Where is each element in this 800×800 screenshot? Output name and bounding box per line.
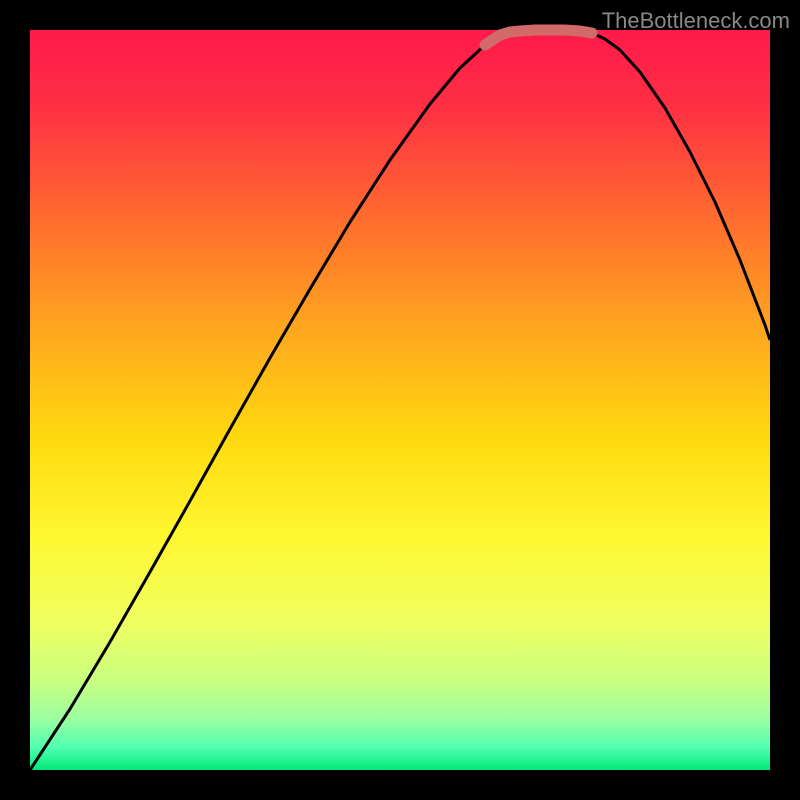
watermark-text: TheBottleneck.com [602,8,790,34]
bottleneck-chart [0,0,800,800]
gradient-background [30,30,770,770]
